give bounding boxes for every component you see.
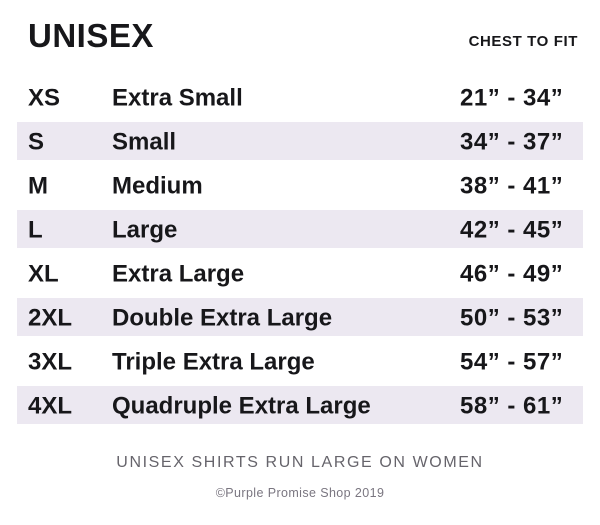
table-row: XL Extra Large 46” - 49” bbox=[0, 253, 600, 297]
size-name: Medium bbox=[112, 172, 203, 200]
table-row: 2XL Double Extra Large 50” - 53” bbox=[0, 297, 600, 341]
size-table: XS Extra Small 21” - 34” S Small 34” - 37” M Me… bbox=[0, 77, 600, 429]
size-name: Double Extra Large bbox=[112, 304, 333, 332]
chest-range: 34” - 37” bbox=[460, 128, 564, 156]
chest-range: 21” - 34” bbox=[460, 84, 564, 112]
size-name: Small bbox=[112, 128, 177, 156]
table-row: XS Extra Small 21” - 34” bbox=[0, 77, 600, 121]
chest-range: 50” - 53” bbox=[460, 304, 564, 332]
table-row: L Large 42” - 45” bbox=[0, 209, 600, 253]
chest-to-fit-column-label: CHEST TO FIT bbox=[468, 33, 578, 50]
chest-range: 42” - 45” bbox=[460, 216, 564, 244]
table-row: 3XL Triple Extra Large 54” - 57” bbox=[0, 341, 600, 385]
size-code: S bbox=[28, 128, 45, 156]
size-code: L bbox=[28, 216, 43, 244]
size-code: 3XL bbox=[28, 348, 73, 376]
size-name: Extra Small bbox=[112, 84, 243, 112]
copyright: ©Purple Promise Shop 2019 bbox=[215, 486, 385, 500]
fit-note: UNISEX SHIRTS RUN LARGE ON WOMEN bbox=[116, 454, 484, 471]
size-code: M bbox=[28, 172, 48, 200]
page-title: UNISEX bbox=[28, 17, 154, 54]
chest-range: 46” - 49” bbox=[460, 260, 564, 288]
size-name: Large bbox=[112, 216, 178, 244]
chest-range: 54” - 57” bbox=[460, 348, 564, 376]
table-row: S Small 34” - 37” bbox=[0, 121, 600, 165]
size-code: 4XL bbox=[28, 392, 73, 420]
table-row: M Medium 38” - 41” bbox=[0, 165, 600, 209]
size-code: XL bbox=[28, 260, 59, 288]
chest-range: 58” - 61” bbox=[460, 392, 564, 420]
size-name: Extra Large bbox=[112, 260, 245, 288]
size-name: Quadruple Extra Large bbox=[112, 392, 371, 420]
size-code: XS bbox=[28, 84, 61, 112]
size-name: Triple Extra Large bbox=[112, 348, 315, 376]
table-row: 4XL Quadruple Extra Large 58” - 61” bbox=[0, 385, 600, 429]
size-code: 2XL bbox=[28, 304, 73, 332]
chest-range: 38” - 41” bbox=[460, 172, 564, 200]
